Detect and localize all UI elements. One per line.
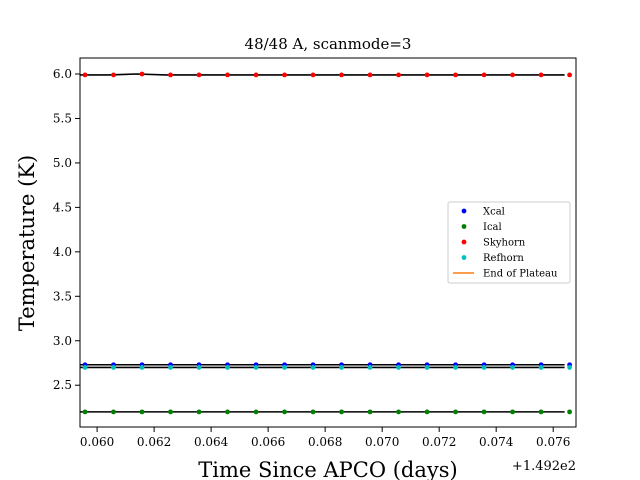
legend-label-end-of-plateau: End of Plateau — [483, 269, 558, 280]
legend-swatch-ical — [461, 224, 467, 229]
legend-label-refhorn: Refhorn — [483, 253, 524, 264]
data-point — [538, 72, 544, 78]
data-point — [225, 409, 230, 415]
y-tick-label: 5.0 — [53, 156, 72, 170]
data-point — [367, 72, 373, 78]
x-axis: 0.060 0.062 0.064 0.066 0.068 0.070 0.072 0.074… — [80, 427, 570, 449]
data-point — [282, 72, 287, 78]
legend-box — [447, 201, 571, 284]
y-tick-label: 4.0 — [53, 245, 72, 259]
x-tick-label: 0.076 — [536, 435, 570, 449]
data-point — [168, 365, 173, 370]
data-point — [424, 72, 430, 78]
legend: Xcal Ical Skyhorn Refhorn End of Plateau — [447, 201, 571, 284]
data-point — [339, 72, 344, 78]
data-point — [253, 72, 259, 78]
series-refhorn — [80, 365, 572, 370]
x-tick-label: 0.066 — [251, 435, 285, 449]
data-point — [111, 72, 116, 78]
data-point — [396, 409, 401, 415]
data-point — [310, 72, 316, 78]
data-point — [339, 409, 344, 415]
y-tick-label: 3.5 — [53, 289, 72, 303]
data-point — [367, 409, 373, 415]
data-point — [424, 365, 430, 370]
data-point — [567, 365, 572, 370]
x-tick-label: 0.060 — [80, 435, 114, 449]
data-point — [139, 409, 145, 415]
data-point — [196, 72, 202, 78]
legend-label-ical: Ical — [483, 222, 502, 233]
legend-swatch-xcal — [461, 208, 467, 214]
data-point — [168, 409, 173, 415]
data-point — [196, 365, 202, 370]
data-point — [82, 365, 88, 370]
legend-label-xcal: Xcal — [483, 207, 505, 218]
data-point — [111, 409, 116, 415]
y-tick-label: 5.5 — [53, 111, 72, 125]
series-xcal — [80, 362, 572, 368]
data-point — [367, 365, 373, 370]
data-point — [510, 409, 515, 415]
data-point — [225, 365, 230, 370]
x-tick-label: 0.072 — [422, 435, 456, 449]
data-point — [510, 72, 515, 78]
data-point — [567, 409, 572, 415]
legend-swatch-refhorn — [461, 255, 467, 260]
data-point — [481, 72, 487, 78]
data-point — [339, 365, 344, 370]
y-axis: 2.5 3.0 3.5 4.0 4.5 5.0 5.5 6.0 — [53, 67, 80, 392]
data-point — [168, 72, 173, 78]
data-point — [481, 365, 487, 370]
data-point — [139, 365, 145, 370]
y-tick-label: 4.5 — [53, 200, 72, 214]
data-point — [310, 365, 316, 370]
data-point — [310, 409, 316, 415]
data-point — [481, 409, 487, 415]
axes-frame — [79, 57, 577, 428]
x-tick-label: 0.064 — [194, 435, 229, 449]
plot-area — [80, 71, 572, 415]
data-point — [253, 365, 259, 370]
x-tick-label: 0.070 — [365, 435, 399, 449]
y-tick-label: 6.0 — [53, 67, 72, 81]
data-point — [453, 365, 458, 370]
y-axis-label: Temperature (K) — [15, 155, 39, 331]
x-axis-label: Time Since APCO (days) — [198, 458, 457, 480]
data-point — [282, 409, 287, 415]
data-point — [282, 365, 287, 370]
y-tick-label: 3.0 — [53, 334, 72, 348]
data-point — [453, 409, 458, 415]
x-offset-label: +1.492e2 — [512, 459, 576, 474]
data-point — [139, 71, 145, 77]
series-ical — [80, 409, 572, 415]
x-tick-label: 0.074 — [479, 435, 514, 449]
x-tick-label: 0.068 — [308, 435, 342, 449]
data-point — [424, 409, 430, 415]
data-point — [396, 72, 401, 78]
y-tick-label: 2.5 — [53, 378, 72, 392]
data-point — [538, 409, 544, 415]
chart-title: 48/48 A, scanmode=3 — [245, 35, 412, 53]
data-point — [196, 409, 202, 415]
data-point — [225, 72, 230, 78]
series-skyhorn — [80, 71, 572, 78]
legend-swatch-skyhorn — [461, 239, 467, 245]
data-point — [82, 72, 88, 78]
data-point — [82, 409, 88, 415]
data-point — [253, 409, 259, 415]
data-point — [538, 365, 544, 370]
legend-label-skyhorn: Skyhorn — [483, 238, 526, 249]
x-tick-label: 0.062 — [137, 435, 171, 449]
data-point — [453, 72, 458, 78]
series-line — [80, 73, 565, 76]
data-point — [111, 365, 116, 370]
data-point — [510, 365, 515, 370]
data-point — [396, 365, 401, 370]
data-point — [567, 72, 572, 78]
